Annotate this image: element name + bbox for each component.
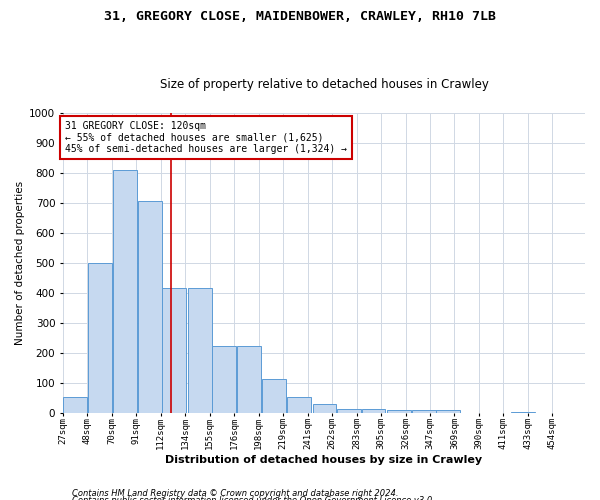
Text: 31, GREGORY CLOSE, MAIDENBOWER, CRAWLEY, RH10 7LB: 31, GREGORY CLOSE, MAIDENBOWER, CRAWLEY,…: [104, 10, 496, 23]
Bar: [387, 410, 411, 413]
Bar: [412, 410, 436, 413]
Bar: [511, 412, 535, 413]
Bar: [287, 396, 311, 413]
Bar: [262, 378, 286, 413]
Bar: [162, 288, 186, 413]
Title: Size of property relative to detached houses in Crawley: Size of property relative to detached ho…: [160, 78, 488, 91]
Y-axis label: Number of detached properties: Number of detached properties: [15, 181, 25, 345]
X-axis label: Distribution of detached houses by size in Crawley: Distribution of detached houses by size …: [166, 455, 482, 465]
Bar: [212, 346, 236, 413]
Text: Contains public sector information licensed under the Open Government Licence v3: Contains public sector information licen…: [72, 496, 435, 500]
Bar: [313, 404, 337, 413]
Bar: [436, 410, 460, 413]
Bar: [188, 288, 212, 413]
Bar: [237, 346, 261, 413]
Bar: [362, 408, 385, 413]
Text: 31 GREGORY CLOSE: 120sqm
← 55% of detached houses are smaller (1,625)
45% of sem: 31 GREGORY CLOSE: 120sqm ← 55% of detach…: [65, 120, 347, 154]
Bar: [88, 263, 112, 413]
Bar: [63, 396, 87, 413]
Text: Contains HM Land Registry data © Crown copyright and database right 2024.: Contains HM Land Registry data © Crown c…: [72, 488, 398, 498]
Bar: [113, 170, 137, 413]
Bar: [337, 408, 361, 413]
Bar: [138, 201, 161, 413]
